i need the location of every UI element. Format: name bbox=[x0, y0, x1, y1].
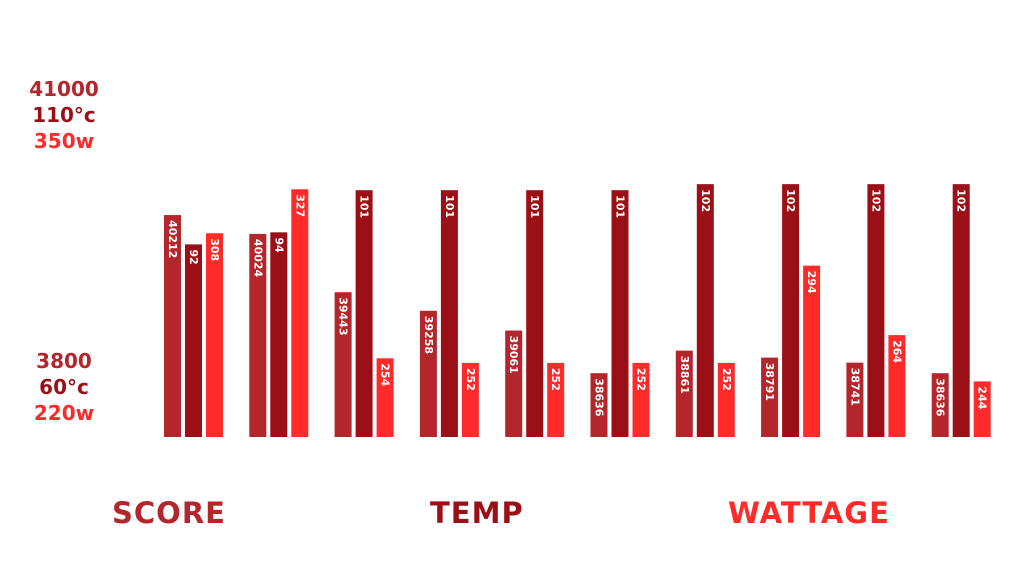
label-wattage-10: 244 bbox=[976, 386, 989, 409]
score-axis-min: 3800 bbox=[36, 349, 92, 373]
bar-temp-8 bbox=[782, 184, 800, 437]
label-temp-2: 94 bbox=[272, 237, 285, 253]
wattage-axis-max: 350w bbox=[33, 129, 95, 153]
bar-temp-5 bbox=[526, 190, 544, 437]
wattage-axis-min: 220w bbox=[33, 401, 95, 425]
bar-score-8 bbox=[761, 357, 779, 437]
bar-score-9 bbox=[846, 362, 864, 437]
label-temp-1: 92 bbox=[187, 249, 200, 264]
bar-wattage-6 bbox=[632, 362, 650, 437]
legend-wattage: WATTAGE bbox=[728, 496, 890, 530]
label-wattage-3: 254 bbox=[379, 363, 392, 386]
label-wattage-5: 252 bbox=[549, 368, 562, 391]
bar-score-1 bbox=[164, 215, 181, 437]
legend-temp: TEMP bbox=[430, 496, 524, 530]
label-temp-5: 101 bbox=[528, 195, 541, 218]
label-wattage-2: 327 bbox=[293, 194, 306, 217]
label-score-6: 38636 bbox=[593, 378, 606, 417]
bar-score-10 bbox=[931, 373, 949, 437]
bar-temp-6 bbox=[611, 190, 629, 437]
bar-temp-2 bbox=[270, 232, 288, 437]
label-wattage-4: 252 bbox=[464, 368, 477, 391]
axis-max-labels: 41000 110°c 350w bbox=[24, 76, 104, 154]
label-score-5: 39061 bbox=[507, 336, 520, 374]
bar-temp-10 bbox=[952, 184, 970, 437]
score-axis-max: 41000 bbox=[29, 77, 99, 101]
bar-wattage-9 bbox=[888, 335, 906, 437]
label-temp-7: 102 bbox=[699, 189, 712, 212]
label-wattage-8: 294 bbox=[805, 271, 818, 294]
legend-score: SCORE bbox=[112, 496, 226, 530]
bar-temp-4 bbox=[440, 190, 458, 437]
label-score-10: 38636 bbox=[934, 378, 947, 417]
bar-temp-9 bbox=[867, 184, 885, 437]
bar-wattage-7 bbox=[717, 362, 735, 437]
bar-wattage-8 bbox=[803, 265, 821, 437]
label-wattage-7: 252 bbox=[720, 368, 733, 391]
bar-wattage-10 bbox=[973, 381, 991, 437]
bar-score-7 bbox=[675, 350, 693, 437]
bar-score-6 bbox=[590, 373, 608, 437]
label-temp-6: 101 bbox=[614, 195, 627, 218]
bar-wattage-3 bbox=[376, 358, 394, 437]
temp-axis-max: 110°c bbox=[32, 103, 96, 127]
bar-score-4 bbox=[419, 310, 437, 437]
label-wattage-9: 264 bbox=[890, 340, 903, 363]
bar-wattage-5 bbox=[547, 362, 565, 437]
bar-temp-3 bbox=[355, 190, 373, 437]
bar-score-2 bbox=[249, 233, 267, 437]
label-wattage-1: 308 bbox=[208, 238, 221, 261]
bar-wattage-2 bbox=[291, 189, 309, 437]
bar-wattage-4 bbox=[461, 362, 479, 437]
bar-temp-7 bbox=[696, 184, 714, 437]
label-score-1: 40212 bbox=[166, 220, 179, 258]
label-score-4: 39258 bbox=[422, 316, 435, 354]
label-temp-9: 102 bbox=[869, 189, 882, 212]
label-wattage-6: 252 bbox=[635, 368, 648, 391]
label-score-3: 39443 bbox=[337, 297, 350, 335]
label-temp-4: 101 bbox=[443, 195, 456, 218]
label-temp-8: 102 bbox=[784, 189, 797, 212]
label-score-9: 38741 bbox=[848, 368, 861, 406]
label-score-8: 38791 bbox=[763, 363, 776, 401]
axis-min-labels: 3800 60°c 220w bbox=[24, 348, 104, 426]
label-score-7: 38861 bbox=[678, 356, 691, 394]
temp-axis-min: 60°c bbox=[39, 375, 89, 399]
label-temp-3: 101 bbox=[358, 195, 371, 218]
bar-temp-1 bbox=[185, 244, 202, 437]
label-score-2: 40024 bbox=[251, 239, 264, 278]
bar-score-3 bbox=[334, 292, 352, 437]
label-temp-10: 102 bbox=[955, 189, 968, 212]
bar-wattage-1 bbox=[206, 233, 223, 437]
bar-score-5 bbox=[505, 330, 523, 437]
